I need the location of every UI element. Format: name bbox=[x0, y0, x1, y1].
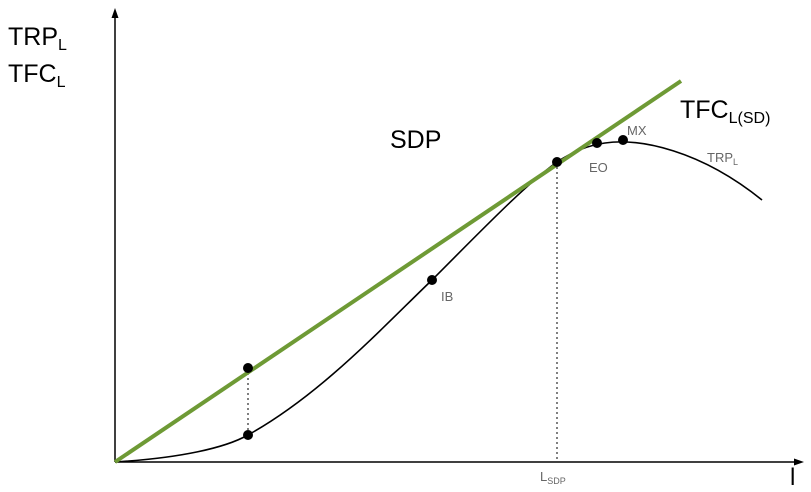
point-eo bbox=[592, 138, 602, 148]
y-axis-label-trp: TRPL bbox=[8, 23, 67, 54]
point-ib bbox=[427, 275, 437, 285]
trp-curve bbox=[114, 141, 763, 463]
tfc-line bbox=[113, 79, 683, 464]
y-axis-arrow bbox=[111, 8, 119, 18]
y-axis-label-tfc: TFCL bbox=[8, 60, 66, 91]
x-marker-lsdp: LSDP bbox=[540, 469, 566, 486]
sdp-region-label: SDP bbox=[390, 126, 442, 154]
tfc-line-label: TFCL(SD) bbox=[680, 96, 771, 127]
x-axis-label: l bbox=[790, 464, 796, 491]
point-tfc-left bbox=[243, 363, 253, 373]
x-axis-arrow bbox=[794, 458, 804, 466]
trp-curve-label: TRPL bbox=[707, 150, 739, 167]
point-trp-left bbox=[243, 430, 253, 440]
point-tangent-sdp bbox=[552, 157, 562, 167]
point-label-eo: EO bbox=[589, 160, 608, 175]
point-label-mx: MX bbox=[627, 123, 647, 138]
point-mx bbox=[618, 135, 628, 145]
point-label-ib: IB bbox=[441, 289, 454, 304]
